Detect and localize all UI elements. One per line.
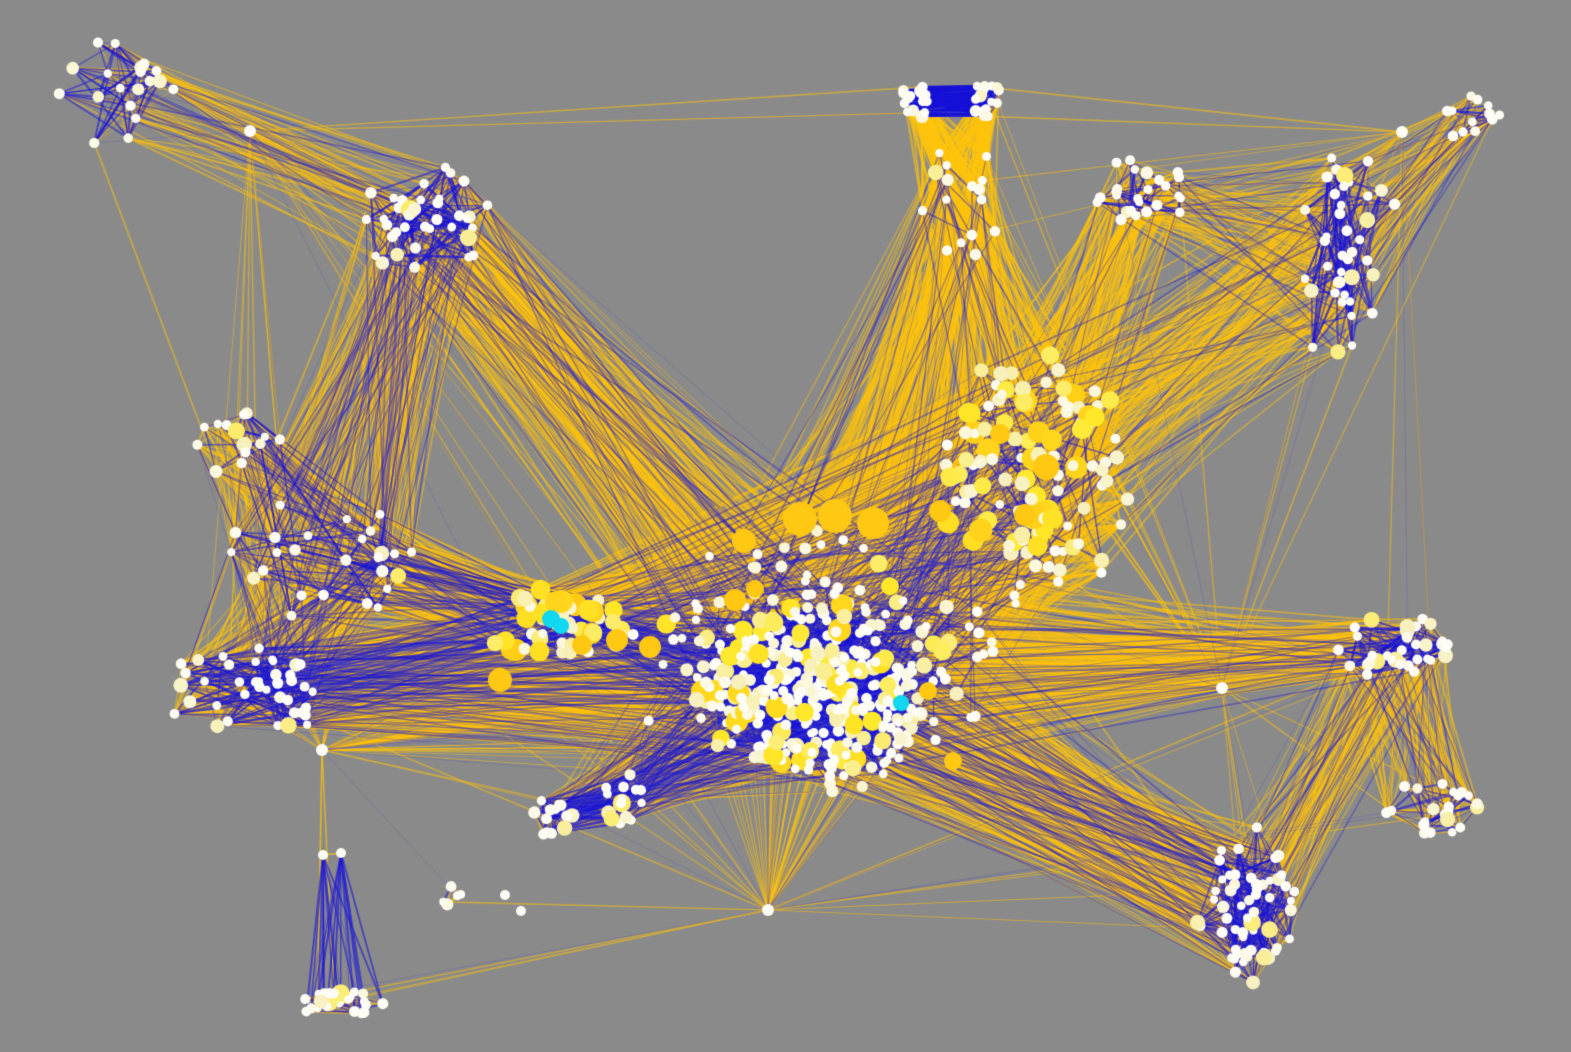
graph-canvas[interactable] (0, 0, 1571, 1052)
network-graph-visualization (0, 0, 1571, 1052)
